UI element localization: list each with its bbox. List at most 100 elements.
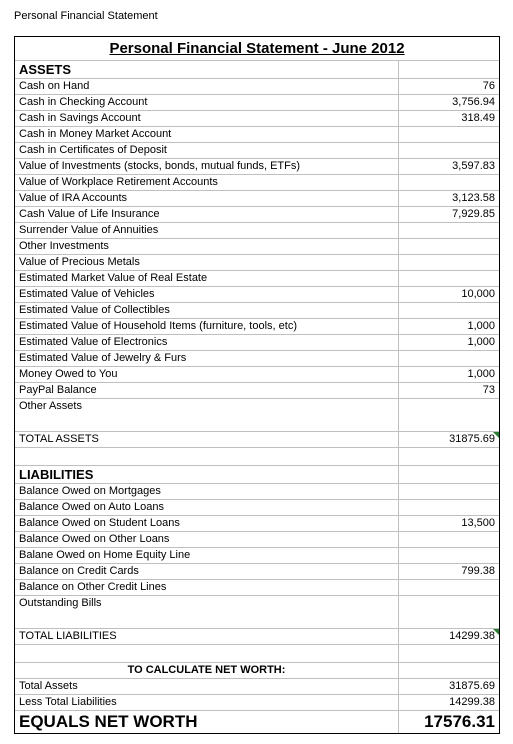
asset-value: 76: [399, 79, 499, 94]
asset-label: Cash on Hand: [15, 79, 399, 94]
assets-header-value: [399, 61, 499, 78]
sheet-title: Personal Financial Statement - June 2012: [15, 37, 499, 61]
total-assets-label: TOTAL ASSETS: [15, 432, 399, 447]
liability-label: Balance Owed on Mortgages: [15, 484, 399, 499]
asset-row: Other Investments: [15, 239, 499, 255]
net-worth-row: EQUALS NET WORTH 17576.31: [15, 711, 499, 733]
asset-row: Value of Precious Metals: [15, 255, 499, 271]
asset-value: [399, 175, 499, 190]
asset-value: 1,000: [399, 335, 499, 350]
asset-label: Estimated Value of Jewelry & Furs: [15, 351, 399, 366]
asset-value: 318.49: [399, 111, 499, 126]
asset-row: Other Assets: [15, 399, 499, 414]
asset-value: 3,597.83: [399, 159, 499, 174]
asset-label: Surrender Value of Annuities: [15, 223, 399, 238]
total-liabilities-amount: 14299.38: [449, 630, 495, 642]
total-liabilities-label: TOTAL LIABILITIES: [15, 629, 399, 644]
asset-row: Estimated Value of Electronics1,000: [15, 335, 499, 351]
total-liabilities-row: TOTAL LIABILITIES 14299.38: [15, 629, 499, 645]
liability-label: Balane Owed on Home Equity Line: [15, 548, 399, 563]
liability-label: Balance on Credit Cards: [15, 564, 399, 579]
asset-label: Other Investments: [15, 239, 399, 254]
asset-label: Value of Investments (stocks, bonds, mut…: [15, 159, 399, 174]
asset-row: Cash in Checking Account3,756.94: [15, 95, 499, 111]
asset-value: [399, 303, 499, 318]
asset-row: Cash on Hand76: [15, 79, 499, 95]
calc-header: TO CALCULATE NET WORTH:: [15, 663, 399, 678]
calc-header-row: TO CALCULATE NET WORTH:: [15, 663, 499, 679]
asset-label: Estimated Value of Electronics: [15, 335, 399, 350]
liability-value: [399, 532, 499, 547]
asset-row: Estimated Value of Household Items (furn…: [15, 319, 499, 335]
net-worth-label: EQUALS NET WORTH: [15, 711, 399, 733]
liability-value: [399, 548, 499, 563]
liability-label: Balance on Other Credit Lines: [15, 580, 399, 595]
asset-label: Estimated Value of Household Items (furn…: [15, 319, 399, 334]
asset-row: Money Owed to You1,000: [15, 367, 499, 383]
asset-label: PayPal Balance: [15, 383, 399, 398]
asset-row: Estimated Market Value of Real Estate: [15, 271, 499, 287]
liability-row: Balance Owed on Other Loans: [15, 532, 499, 548]
liability-row: Outstanding Bills: [15, 596, 499, 611]
calc-tl-value: 14299.38: [399, 695, 499, 710]
calc-ta-value: 31875.69: [399, 679, 499, 694]
page-label: Personal Financial Statement: [14, 10, 499, 22]
asset-label: Cash in Certificates of Deposit: [15, 143, 399, 158]
liability-row: Balance Owed on Student Loans13,500: [15, 516, 499, 532]
total-liabilities-value: 14299.38: [399, 629, 499, 644]
assets-header-row: ASSETS: [15, 61, 499, 79]
asset-label: Cash in Checking Account: [15, 95, 399, 110]
asset-label: Cash Value of Life Insurance: [15, 207, 399, 222]
marker-icon: [493, 432, 499, 438]
liability-row: Balane Owed on Home Equity Line: [15, 548, 499, 564]
total-assets-row: TOTAL ASSETS 31875.69: [15, 432, 499, 448]
liability-value: [399, 500, 499, 515]
asset-label: Money Owed to You: [15, 367, 399, 382]
asset-value: [399, 271, 499, 286]
asset-value: [399, 143, 499, 158]
total-assets-value: 31875.69: [399, 432, 499, 447]
asset-value: 73: [399, 383, 499, 398]
asset-value: [399, 223, 499, 238]
asset-label: Value of Workplace Retirement Accounts: [15, 175, 399, 190]
asset-row: PayPal Balance73: [15, 383, 499, 399]
asset-label: Cash in Savings Account: [15, 111, 399, 126]
statement-sheet: Personal Financial Statement - June 2012…: [14, 36, 500, 734]
asset-value: 3,123.58: [399, 191, 499, 206]
spacer: [15, 611, 499, 629]
liability-row: Balance on Other Credit Lines: [15, 580, 499, 596]
liability-value: 799.38: [399, 564, 499, 579]
total-assets-amount: 31875.69: [449, 433, 495, 445]
asset-row: Estimated Value of Collectibles: [15, 303, 499, 319]
asset-value: [399, 239, 499, 254]
calc-ta-label: Total Assets: [15, 679, 399, 694]
asset-value: [399, 399, 499, 414]
spacer: [15, 414, 499, 432]
asset-value: 1,000: [399, 319, 499, 334]
calc-tl-label: Less Total Liabilities: [15, 695, 399, 710]
asset-label: Estimated Value of Vehicles: [15, 287, 399, 302]
net-worth-value: 17576.31: [399, 711, 499, 733]
liability-label: Balance Owed on Auto Loans: [15, 500, 399, 515]
asset-label: Value of Precious Metals: [15, 255, 399, 270]
asset-value: 10,000: [399, 287, 499, 302]
asset-label: Cash in Money Market Account: [15, 127, 399, 142]
asset-value: [399, 255, 499, 270]
asset-label: Other Assets: [15, 399, 399, 414]
asset-value: 1,000: [399, 367, 499, 382]
asset-value: [399, 351, 499, 366]
assets-header: ASSETS: [15, 61, 399, 78]
asset-row: Surrender Value of Annuities: [15, 223, 499, 239]
asset-row: Estimated Value of Jewelry & Furs: [15, 351, 499, 367]
spacer: [15, 645, 499, 663]
liabilities-header: LIABILITIES: [15, 466, 399, 483]
asset-row: Cash in Certificates of Deposit: [15, 143, 499, 159]
asset-row: Cash in Savings Account318.49: [15, 111, 499, 127]
asset-row: Value of Workplace Retirement Accounts: [15, 175, 499, 191]
asset-label: Value of IRA Accounts: [15, 191, 399, 206]
liabilities-header-value: [399, 466, 499, 483]
liability-row: Balance Owed on Mortgages: [15, 484, 499, 500]
asset-row: Value of Investments (stocks, bonds, mut…: [15, 159, 499, 175]
liability-value: [399, 484, 499, 499]
liability-value: [399, 580, 499, 595]
